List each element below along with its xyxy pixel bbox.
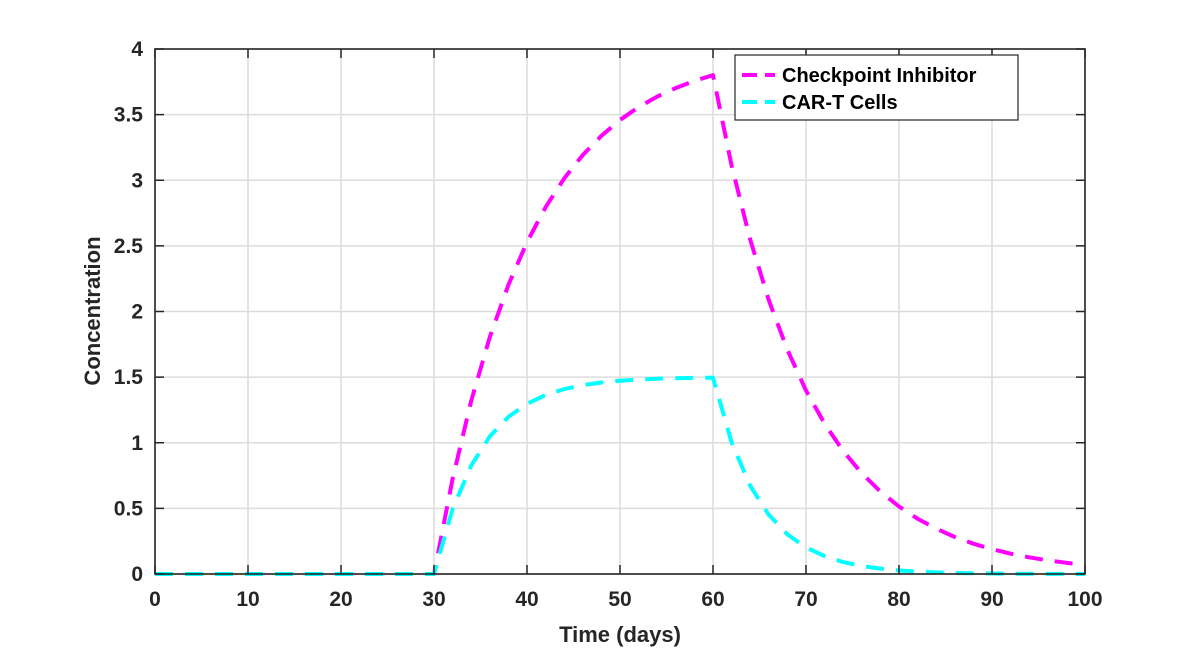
x-tick-label: 10 [236, 588, 259, 611]
y-tick-label: 2 [131, 301, 143, 324]
legend-label-checkpoint: Checkpoint Inhibitor [782, 65, 977, 87]
x-tick-label: 80 [887, 588, 910, 611]
x-tick-label: 70 [794, 588, 817, 611]
ticks: 0 10 20 30 40 50 60 70 80 90 100 0 0.5 1 1.5 2 2.5 3 3.5 4 [114, 38, 1103, 611]
legend-box [734, 54, 1019, 121]
y-tick-label: 0 [131, 563, 143, 586]
x-tick-label: 40 [515, 588, 538, 611]
y-tick-label: 3 [131, 169, 143, 192]
y-tick-label: 3.5 [114, 104, 144, 127]
series-line-checkpoint-inhibitor [155, 73, 1086, 576]
legend-label-cart: CAR-T Cells [782, 92, 898, 114]
y-tick-label: 0.5 [114, 497, 144, 520]
x-tick-label: 20 [329, 588, 352, 611]
y-tick-label: 4 [131, 38, 143, 61]
x-tick-label: 90 [980, 588, 1003, 611]
y-tick-label: 1.5 [114, 366, 144, 389]
legend[interactable]: Checkpoint Inhibitor CAR-T Cells [734, 54, 1019, 121]
x-tick-label: 50 [608, 588, 631, 611]
x-tick-label: 100 [1067, 588, 1102, 611]
x-tick-label: 0 [149, 588, 161, 611]
grid [154, 48, 1086, 575]
x-axis-label: Time (days) [559, 622, 681, 647]
y-axis-label: Concentration [80, 236, 105, 385]
y-tick-label: 1 [131, 432, 143, 455]
x-tick-label: 30 [422, 588, 445, 611]
y-tick-label: 2.5 [114, 235, 144, 258]
x-tick-label: 60 [701, 588, 724, 611]
